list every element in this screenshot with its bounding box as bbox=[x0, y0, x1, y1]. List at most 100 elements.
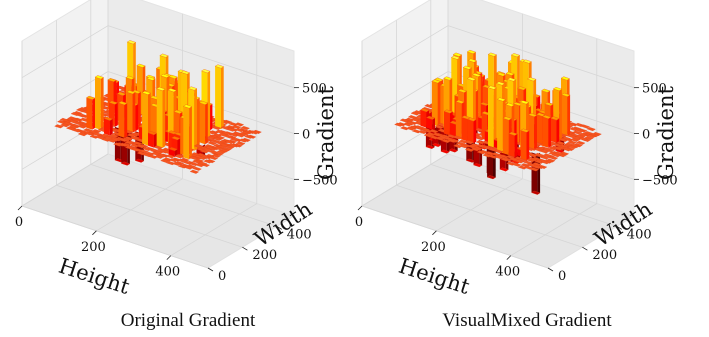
surface-cell bbox=[54, 124, 64, 129]
floor-grid-line bbox=[510, 203, 598, 256]
surface-cell bbox=[534, 152, 544, 157]
surface-cell bbox=[410, 111, 420, 116]
y-tick-label: 0 bbox=[218, 269, 226, 284]
surface-cell bbox=[94, 75, 104, 80]
surface-cell bbox=[240, 126, 250, 130]
surface-cell bbox=[556, 141, 566, 146]
surface-cell bbox=[578, 136, 589, 141]
surface-cell bbox=[532, 165, 542, 169]
x-tick-label: 200 bbox=[81, 240, 106, 255]
surface-cell bbox=[213, 146, 224, 151]
surface-cell bbox=[514, 159, 525, 164]
surface-mesh bbox=[394, 49, 602, 195]
surface-cell bbox=[505, 102, 515, 107]
surface-spike-face bbox=[520, 130, 527, 161]
x-tick-mark bbox=[357, 205, 363, 211]
z-axis-label: Gradient bbox=[654, 85, 678, 179]
surface-cell bbox=[539, 149, 550, 154]
surface-cell bbox=[540, 160, 550, 165]
surface-cell bbox=[126, 133, 137, 138]
surface-cell bbox=[467, 117, 477, 122]
surface-cell bbox=[522, 59, 532, 64]
surface-spike-face bbox=[473, 119, 477, 144]
surface-cell bbox=[502, 116, 512, 121]
surface-cell bbox=[542, 147, 552, 152]
surface-cell bbox=[431, 79, 441, 84]
surface-cell bbox=[118, 101, 128, 106]
surface-cell bbox=[136, 63, 146, 68]
surface-spike-face bbox=[142, 92, 148, 146]
surface-spike-face bbox=[493, 87, 497, 148]
surface-cell bbox=[168, 147, 178, 152]
x-tick-mark bbox=[17, 205, 23, 211]
floor-grid-line bbox=[56, 184, 243, 248]
surface-spike-face bbox=[124, 103, 128, 138]
surface-spike-face bbox=[567, 95, 571, 137]
surface-cell bbox=[235, 133, 245, 138]
surface-cell bbox=[406, 126, 416, 131]
surface-cell bbox=[192, 166, 202, 171]
surface-cell bbox=[235, 128, 245, 133]
surface-cell bbox=[576, 140, 586, 145]
panel-caption: VisualMixed Gradient bbox=[442, 310, 612, 331]
surface-cell bbox=[457, 88, 468, 93]
surface-cell bbox=[466, 49, 477, 54]
surface-cell bbox=[199, 149, 210, 154]
y-tick-label: 200 bbox=[592, 248, 617, 263]
surface-cell bbox=[147, 131, 157, 136]
surface-cell bbox=[159, 53, 169, 58]
surface-spike-face bbox=[196, 97, 200, 150]
surface-cell bbox=[541, 88, 551, 93]
surface-cell bbox=[154, 154, 164, 159]
surface-cell bbox=[83, 131, 94, 136]
surface-cell bbox=[193, 144, 204, 149]
surface-cell bbox=[224, 134, 234, 139]
surface-cell bbox=[187, 86, 198, 91]
surface-cell bbox=[116, 91, 127, 96]
surface-spike-face bbox=[426, 117, 433, 130]
surface-cell bbox=[180, 70, 191, 75]
surface-cell bbox=[120, 161, 131, 166]
surface-cell bbox=[435, 136, 445, 141]
surface-spike-face bbox=[104, 118, 110, 136]
surface-cell bbox=[500, 157, 510, 162]
surface-spike-face bbox=[550, 118, 557, 143]
surface-cell bbox=[198, 100, 209, 105]
surface-spike-face bbox=[207, 71, 211, 138]
surface-cell bbox=[59, 117, 70, 122]
surface-spike-face bbox=[556, 118, 560, 143]
surface-spike-face bbox=[449, 122, 456, 138]
surface-cell bbox=[234, 122, 245, 127]
surface-spike-face bbox=[537, 152, 541, 195]
floor-grid-line bbox=[21, 153, 109, 207]
surface-spike-face bbox=[118, 103, 125, 138]
y-tick-mark bbox=[242, 246, 248, 251]
surface-cell bbox=[103, 116, 114, 121]
surface-cell bbox=[553, 146, 564, 151]
surface-spike-face bbox=[432, 117, 435, 130]
surface-cell bbox=[189, 169, 200, 174]
surface-cell bbox=[107, 78, 117, 82]
x-tick-label: 200 bbox=[421, 240, 446, 255]
x-tick-mark bbox=[166, 255, 172, 260]
surface-cell bbox=[580, 124, 590, 129]
axis-ticks: 0 200 400 0 200 400 500 0 −500 bbox=[355, 82, 678, 284]
surface-cell bbox=[586, 134, 597, 139]
surface-cell bbox=[552, 87, 563, 91]
surface-cell bbox=[517, 86, 527, 91]
surface-cell bbox=[160, 73, 170, 78]
surface-spike-face bbox=[199, 102, 206, 145]
surface-spike-face bbox=[514, 133, 518, 158]
surface-cell bbox=[526, 162, 536, 167]
surface-spike-face bbox=[437, 81, 441, 127]
surface-cell bbox=[459, 144, 469, 149]
surface-cell bbox=[561, 92, 571, 97]
surface-cell bbox=[575, 128, 585, 133]
surface-spike-face bbox=[488, 87, 494, 148]
surface-cell bbox=[160, 158, 170, 163]
surface-cell bbox=[567, 140, 577, 145]
x-tick-mark bbox=[432, 230, 437, 236]
surface-cell bbox=[139, 149, 149, 154]
surface-spike-face bbox=[215, 66, 221, 130]
surface-spike-face bbox=[467, 119, 474, 144]
